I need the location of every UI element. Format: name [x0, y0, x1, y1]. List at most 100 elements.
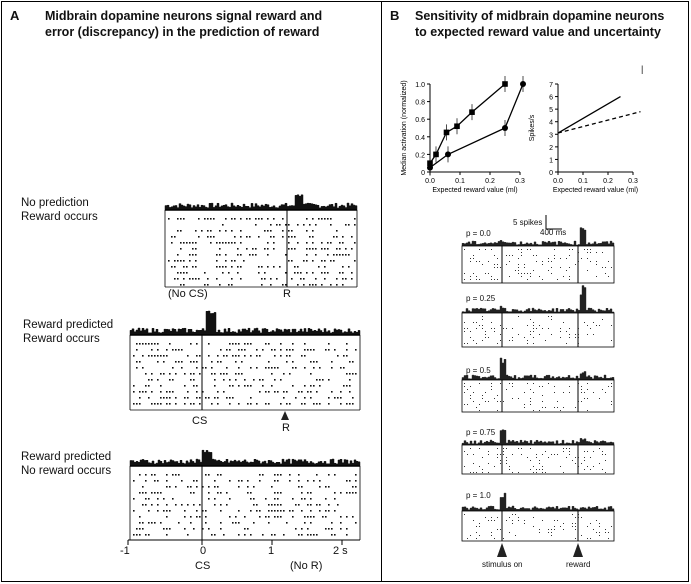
spike-dot: [304, 397, 306, 399]
spike-dot: [195, 230, 197, 232]
spike-dot: [485, 331, 486, 332]
spike-dot: [196, 480, 198, 482]
spike-dot: [181, 504, 183, 506]
spike-dot: [271, 385, 273, 387]
spike-dot: [509, 532, 510, 533]
spike-dot: [151, 391, 153, 393]
spike-dot: [551, 535, 552, 536]
spike-dot: [301, 492, 303, 494]
spike-dot: [464, 279, 465, 280]
spike-dot: [210, 218, 212, 220]
spike-dot: [554, 255, 555, 256]
spike-dot: [280, 504, 282, 506]
spike-dot: [485, 249, 486, 250]
spike-dot: [542, 395, 543, 396]
spike-dot: [590, 249, 591, 250]
spike-dot: [175, 361, 177, 363]
spike-dot: [524, 264, 525, 265]
y-tick-label: 0: [421, 170, 425, 177]
spike-dot: [217, 486, 219, 488]
spike-dot: [307, 528, 309, 530]
spike-dot: [189, 278, 191, 280]
spike-dot: [563, 529, 564, 530]
spike-dot: [274, 498, 276, 500]
spike-dot: [286, 361, 288, 363]
spike-dot: [491, 386, 492, 387]
spike-dot: [271, 504, 273, 506]
spike-dot: [473, 401, 474, 402]
spike-dot: [590, 261, 591, 262]
spike-dot: [354, 218, 356, 220]
time-tick-2s: 2 s: [333, 545, 348, 557]
spike-dot: [542, 407, 543, 408]
spike-dot: [530, 334, 531, 335]
spike-dot: [211, 361, 213, 363]
spike-dot: [569, 249, 570, 250]
spike-dot: [524, 273, 525, 274]
spike-dot: [533, 255, 534, 256]
spike-dot: [268, 391, 270, 393]
square-point: [454, 123, 460, 130]
spike-dot: [509, 517, 510, 518]
spike-dot: [488, 520, 489, 521]
spike-dot: [246, 236, 248, 238]
spike-dot: [274, 516, 276, 518]
spike-dot: [157, 510, 159, 512]
spike-dot: [340, 391, 342, 393]
spike-dot: [196, 397, 198, 399]
spike-dot: [467, 389, 468, 390]
spike-dot: [494, 279, 495, 280]
spike-dot: [470, 535, 471, 536]
spike-dot: [346, 373, 348, 375]
spike-dot: [569, 276, 570, 277]
spike-dot: [575, 334, 576, 335]
spike-dot: [306, 254, 308, 256]
spike-dot: [346, 480, 348, 482]
spike-dot: [575, 529, 576, 530]
spike-dot: [196, 516, 198, 518]
spike-dot: [223, 391, 225, 393]
spike-dot: [318, 218, 320, 220]
spike-dot: [512, 340, 513, 341]
spike-dot: [271, 349, 273, 351]
spike-dot: [557, 279, 558, 280]
spike-dot: [262, 349, 264, 351]
spike-dot: [488, 472, 489, 473]
spike-dot: [220, 361, 222, 363]
y-tick-label: 1: [549, 157, 553, 164]
spike-dot: [551, 261, 552, 262]
spike-dot: [587, 258, 588, 259]
spike-dot: [506, 264, 507, 265]
spike-dot: [262, 379, 264, 381]
spike-dot: [270, 236, 272, 238]
spike-dot: [310, 397, 312, 399]
spike-dot: [533, 392, 534, 393]
spike-dot: [298, 391, 300, 393]
spike-dot: [285, 224, 287, 226]
spike-dot: [352, 361, 354, 363]
spike-dot: [231, 284, 233, 286]
spike-dot: [470, 472, 471, 473]
spike-dot: [288, 248, 290, 250]
spike-dot: [244, 534, 246, 536]
spike-dot: [530, 276, 531, 277]
spike-dot: [282, 284, 284, 286]
spike-dot: [148, 522, 150, 524]
spike-dot: [220, 349, 222, 351]
spike-dot: [279, 224, 281, 226]
spike-dot: [304, 498, 306, 500]
spike-dot: [180, 248, 182, 250]
spike-dot: [545, 407, 546, 408]
spike-dot: [569, 255, 570, 256]
spike-dot: [216, 254, 218, 256]
spike-dot: [554, 249, 555, 250]
spike-dot: [271, 367, 273, 369]
spike-dot: [497, 264, 498, 265]
spike-dot: [253, 522, 255, 524]
spike-dot: [301, 486, 303, 488]
spike-dot: [139, 474, 141, 476]
spike-dot: [133, 498, 135, 500]
spike-dot: [349, 492, 351, 494]
spike-dot: [313, 534, 315, 536]
spike-dot: [136, 403, 138, 405]
